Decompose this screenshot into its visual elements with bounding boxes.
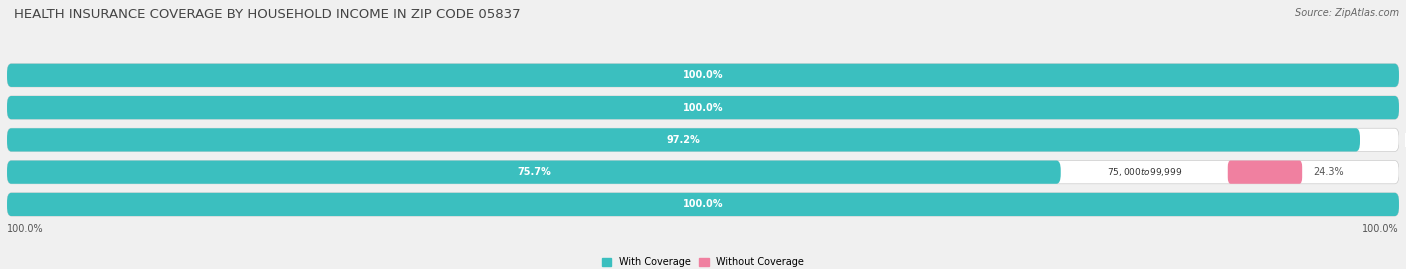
FancyBboxPatch shape [7,96,1399,119]
Text: 100.0%: 100.0% [7,224,44,234]
FancyBboxPatch shape [7,64,1399,87]
FancyBboxPatch shape [7,128,1360,151]
Text: 24.3%: 24.3% [1313,167,1344,177]
Legend: With Coverage, Without Coverage: With Coverage, Without Coverage [602,257,804,267]
Text: 97.2%: 97.2% [666,135,700,145]
Text: Source: ZipAtlas.com: Source: ZipAtlas.com [1295,8,1399,18]
FancyBboxPatch shape [7,193,1399,216]
FancyBboxPatch shape [7,161,1060,184]
FancyBboxPatch shape [1227,161,1302,184]
Text: HEALTH INSURANCE COVERAGE BY HOUSEHOLD INCOME IN ZIP CODE 05837: HEALTH INSURANCE COVERAGE BY HOUSEHOLD I… [14,8,520,21]
Text: $75,000 to $99,999: $75,000 to $99,999 [1107,166,1182,178]
Text: 100.0%: 100.0% [683,199,723,210]
FancyBboxPatch shape [7,96,1399,119]
Text: 100.0%: 100.0% [683,102,723,113]
Text: 100.0%: 100.0% [1362,224,1399,234]
Text: 100.0%: 100.0% [683,70,723,80]
FancyBboxPatch shape [7,128,1399,151]
FancyBboxPatch shape [7,161,1399,184]
FancyBboxPatch shape [7,193,1399,216]
Text: 75.7%: 75.7% [517,167,551,177]
FancyBboxPatch shape [7,64,1399,87]
